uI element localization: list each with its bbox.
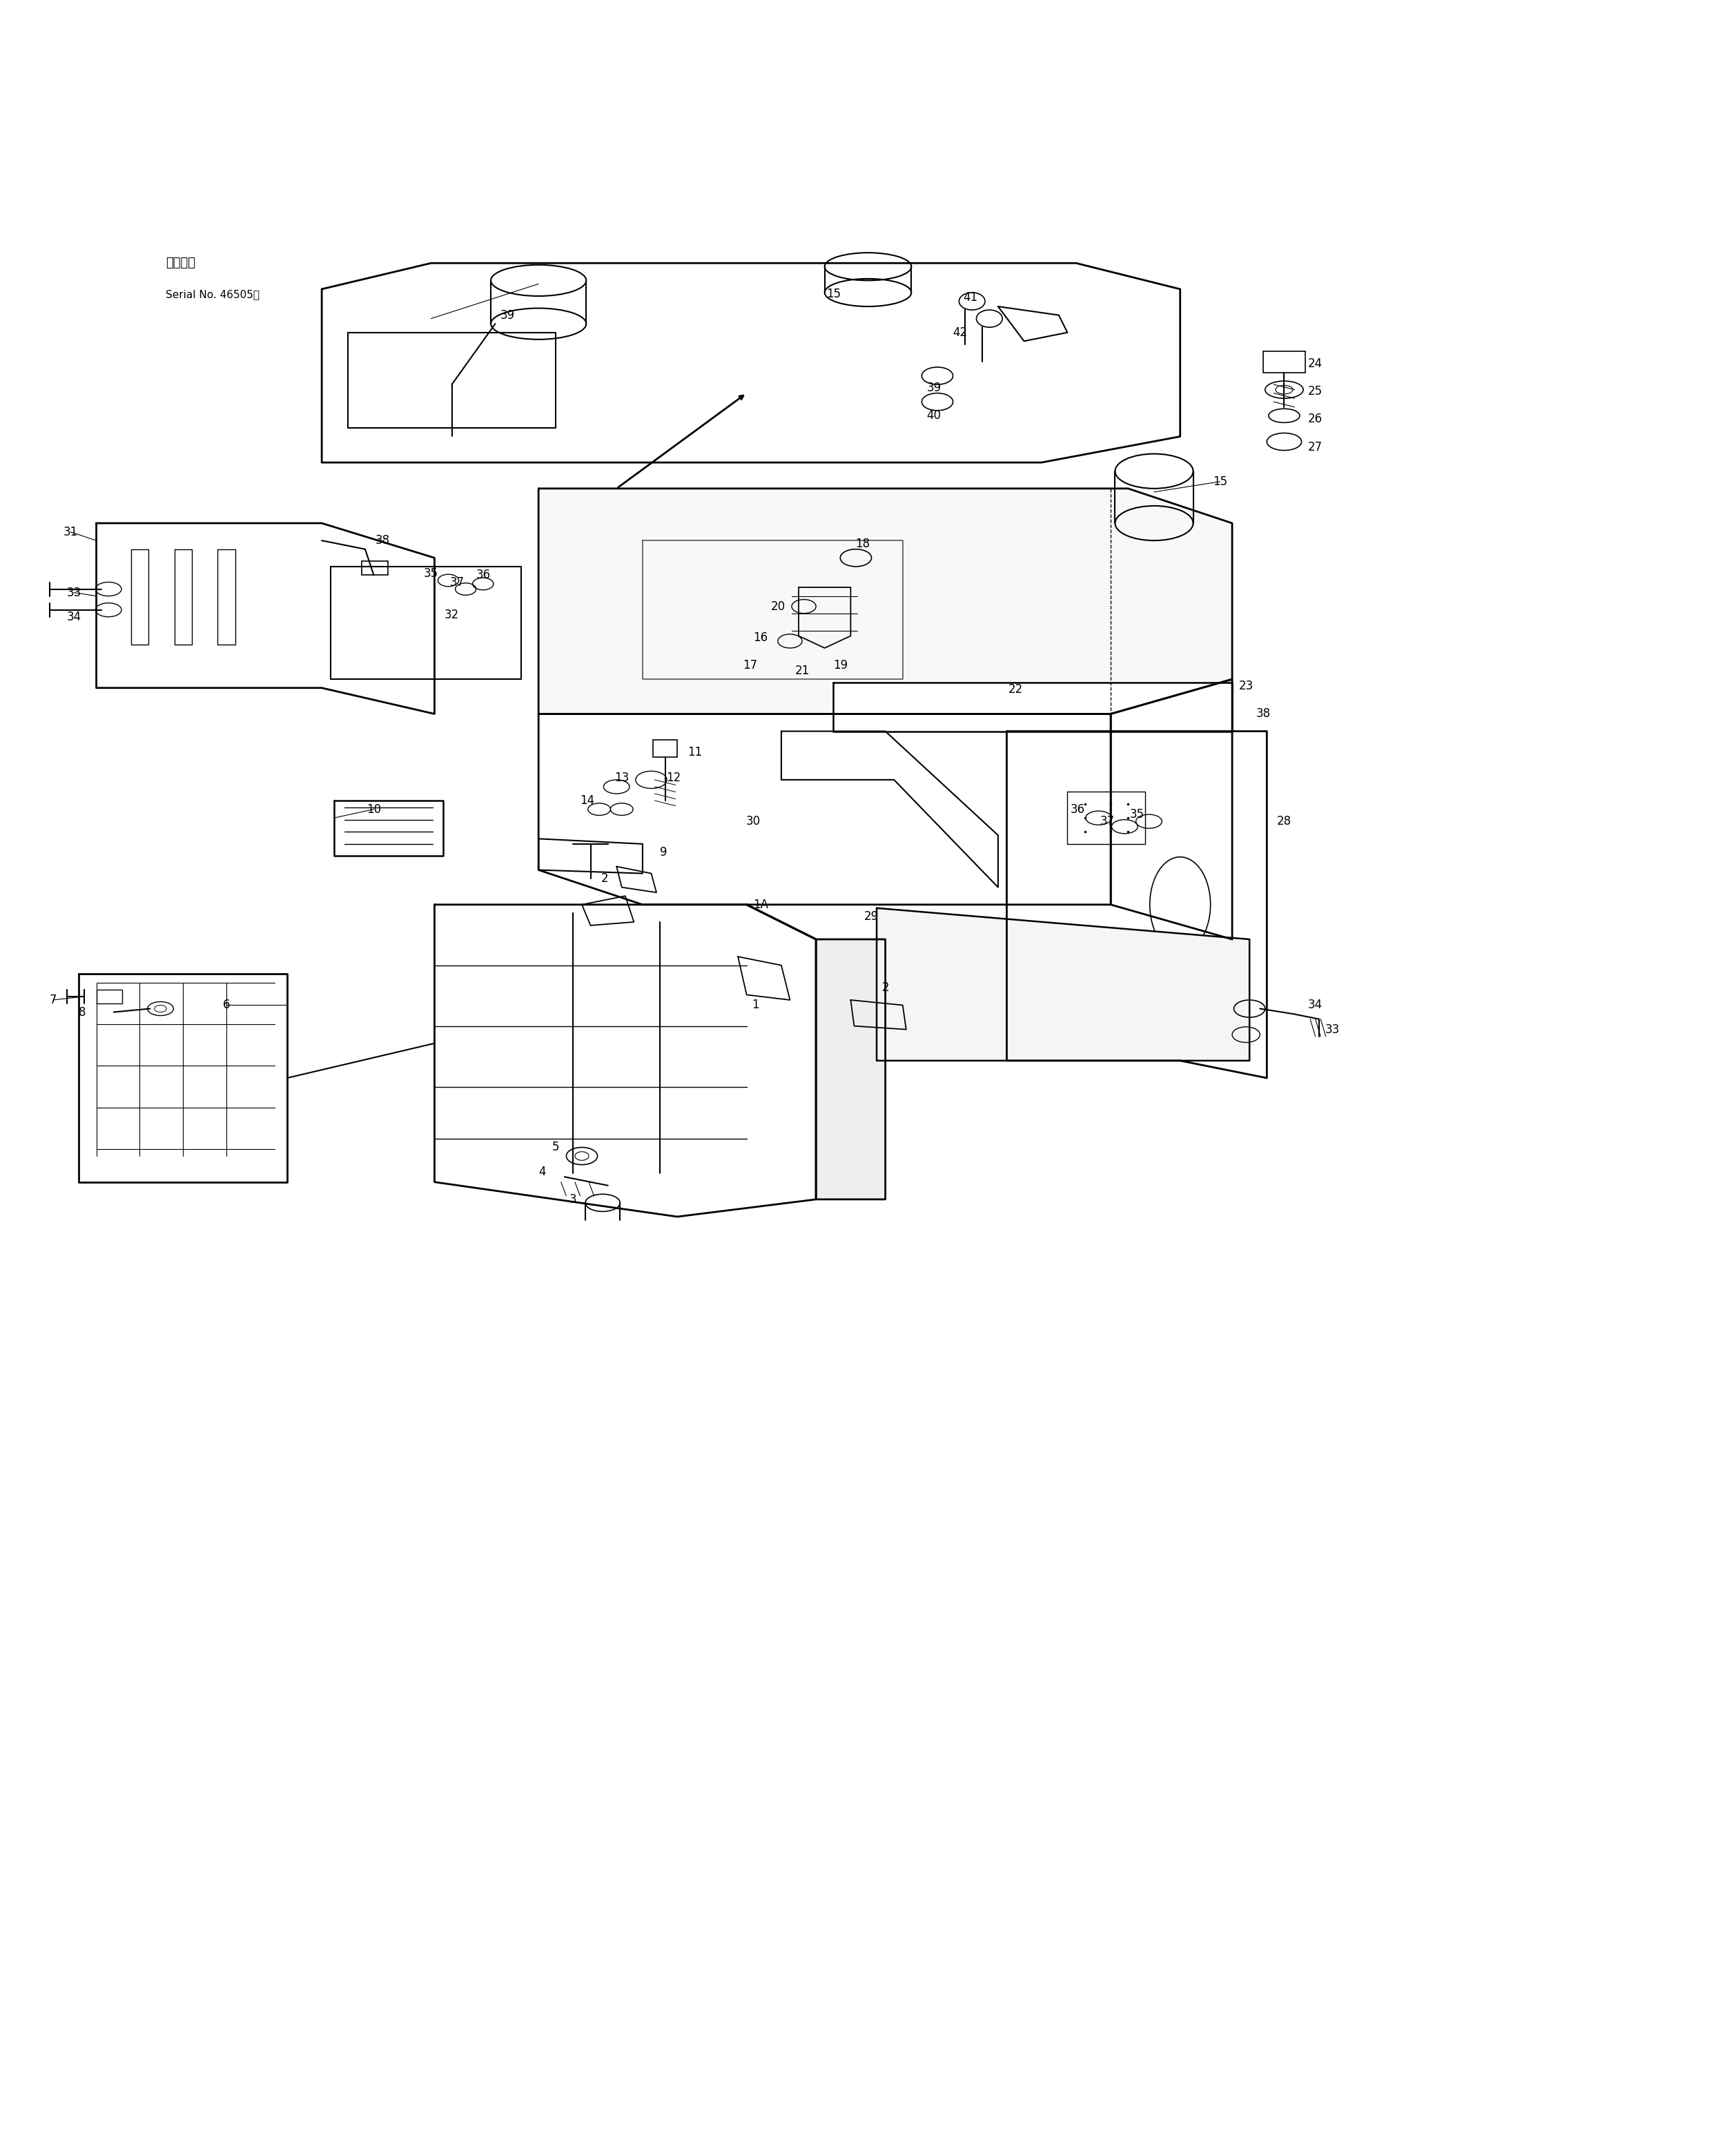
Text: 31: 31 <box>62 526 78 539</box>
Polygon shape <box>333 800 443 856</box>
Text: 27: 27 <box>1309 440 1323 453</box>
Polygon shape <box>746 906 885 1199</box>
Text: 34: 34 <box>66 610 82 623</box>
Text: 34: 34 <box>1309 998 1323 1011</box>
Polygon shape <box>321 263 1180 464</box>
Text: 35: 35 <box>424 567 437 580</box>
Polygon shape <box>80 975 286 1181</box>
Text: 2: 2 <box>601 873 608 884</box>
Bar <box>361 561 387 576</box>
Text: 33: 33 <box>66 586 82 599</box>
Bar <box>1264 351 1305 373</box>
Text: 38: 38 <box>375 535 391 548</box>
Text: 37: 37 <box>1101 815 1115 828</box>
Text: 36: 36 <box>476 569 490 582</box>
Polygon shape <box>538 839 642 873</box>
Polygon shape <box>538 714 1111 906</box>
Text: 5: 5 <box>552 1141 559 1153</box>
Text: 25: 25 <box>1309 386 1323 397</box>
Text: 16: 16 <box>753 632 767 645</box>
Text: 39: 39 <box>500 308 514 321</box>
Polygon shape <box>781 731 998 888</box>
Text: Serial No. 46505～: Serial No. 46505～ <box>165 289 260 300</box>
Text: 2: 2 <box>882 981 889 994</box>
Text: 39: 39 <box>927 382 941 395</box>
Text: 14: 14 <box>580 793 594 806</box>
Text: 12: 12 <box>667 772 681 785</box>
Polygon shape <box>1111 679 1233 940</box>
Text: 40: 40 <box>927 410 941 423</box>
Text: 38: 38 <box>1257 707 1271 720</box>
Text: 3: 3 <box>569 1192 576 1205</box>
Text: 適用号機: 適用号機 <box>165 257 196 270</box>
Text: 30: 30 <box>746 815 760 828</box>
Text: 9: 9 <box>660 847 667 858</box>
Text: 18: 18 <box>856 537 870 550</box>
Text: 36: 36 <box>1071 802 1085 815</box>
Text: 26: 26 <box>1309 414 1323 425</box>
Text: 21: 21 <box>795 664 809 677</box>
Text: 11: 11 <box>687 746 701 759</box>
Bar <box>95 990 122 1003</box>
Text: 6: 6 <box>222 998 229 1011</box>
Text: 15: 15 <box>826 289 840 300</box>
Text: 37: 37 <box>450 576 464 589</box>
Text: 7: 7 <box>49 994 57 1007</box>
Text: 32: 32 <box>444 608 458 621</box>
Text: 20: 20 <box>771 599 785 612</box>
Text: 15: 15 <box>1213 474 1227 487</box>
Text: 33: 33 <box>1325 1024 1340 1035</box>
Text: 13: 13 <box>615 772 628 785</box>
Text: 35: 35 <box>1130 808 1144 821</box>
Polygon shape <box>877 908 1250 1061</box>
Polygon shape <box>434 906 816 1216</box>
Text: 17: 17 <box>743 660 757 671</box>
Polygon shape <box>95 524 434 714</box>
Text: 4: 4 <box>538 1166 545 1177</box>
Text: 28: 28 <box>1278 815 1292 828</box>
Text: 29: 29 <box>865 910 878 923</box>
Text: 23: 23 <box>1240 679 1253 692</box>
Text: 1A: 1A <box>753 899 767 910</box>
Bar <box>653 740 677 757</box>
Text: 19: 19 <box>833 660 847 671</box>
Text: 8: 8 <box>78 1007 87 1018</box>
Text: 24: 24 <box>1309 358 1323 371</box>
Text: 22: 22 <box>1009 683 1023 696</box>
Text: 42: 42 <box>953 326 967 338</box>
Text: 41: 41 <box>963 291 977 304</box>
Polygon shape <box>833 683 1233 731</box>
Text: 10: 10 <box>366 802 382 815</box>
Text: 1: 1 <box>752 998 759 1011</box>
Polygon shape <box>538 489 1233 714</box>
Polygon shape <box>1007 731 1267 1078</box>
